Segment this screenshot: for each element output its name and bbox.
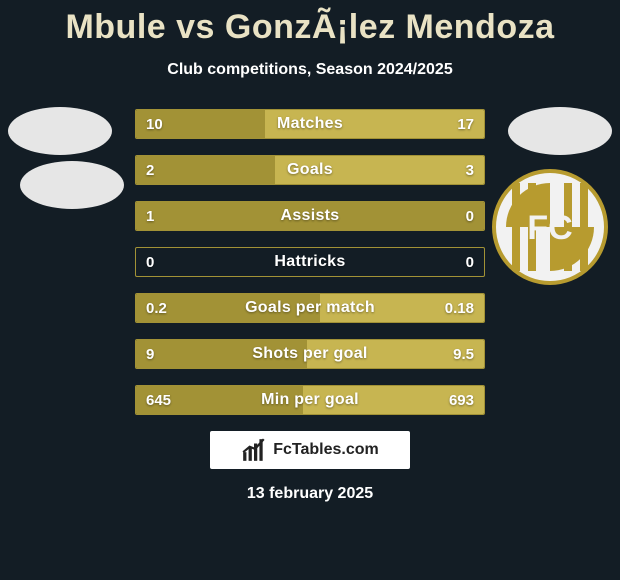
stat-value-right: 0: [466, 248, 474, 276]
shield-icon: FC: [492, 169, 608, 285]
stat-label: Hattricks: [136, 248, 484, 276]
stat-value-left: 0.2: [146, 294, 167, 322]
stat-row: Goals2 3: [135, 155, 485, 185]
comparison-container: FC Matches1017Goals23Assists10Hattricks0…: [0, 109, 620, 415]
club-left-avatar-placeholder: [20, 161, 124, 209]
stat-value-right: 693: [449, 386, 474, 414]
stat-row: Min per goal645 693: [135, 385, 485, 415]
page-title: Mbule vs GonzÃ¡lez Mendoza: [0, 0, 620, 47]
player-left-avatar-placeholder: [8, 107, 112, 155]
stat-row: Hattricks0 0: [135, 247, 485, 277]
stat-row: Assists1 0: [135, 201, 485, 231]
footer-brand[interactable]: FcTables.com: [210, 431, 410, 469]
stat-label: Goals per match: [136, 294, 484, 322]
stat-value-left: 0: [146, 248, 154, 276]
stat-value-left: 10: [146, 110, 163, 138]
stat-label: Matches: [136, 110, 484, 138]
stat-value-right: 3: [466, 156, 474, 184]
stat-label: Min per goal: [136, 386, 484, 414]
club-right-badge: FC: [492, 169, 608, 285]
stat-label: Goals: [136, 156, 484, 184]
stat-row: Shots per goal9 9.5: [135, 339, 485, 369]
stat-value-left: 2: [146, 156, 154, 184]
stat-value-right: 17: [457, 110, 474, 138]
stat-value-right: 0: [466, 202, 474, 230]
stat-value-right: 0.18: [445, 294, 474, 322]
player-right-avatar-placeholder: [508, 107, 612, 155]
stat-label: Shots per goal: [136, 340, 484, 368]
chart-icon: [241, 437, 267, 463]
stat-value-left: 1: [146, 202, 154, 230]
stat-value-left: 9: [146, 340, 154, 368]
subtitle: Club competitions, Season 2024/2025: [0, 61, 620, 79]
stat-value-right: 9.5: [453, 340, 474, 368]
stat-row: Matches10 17: [135, 109, 485, 139]
stat-rows: Matches1017Goals23Assists10Hattricks00Go…: [135, 109, 485, 415]
footer-brand-label: FcTables.com: [273, 441, 379, 459]
date-label: 13 february 2025: [0, 485, 620, 503]
svg-text:FC: FC: [527, 209, 572, 247]
stat-row: Goals per match0.2 0.18: [135, 293, 485, 323]
stat-label: Assists: [136, 202, 484, 230]
stat-value-left: 645: [146, 386, 171, 414]
